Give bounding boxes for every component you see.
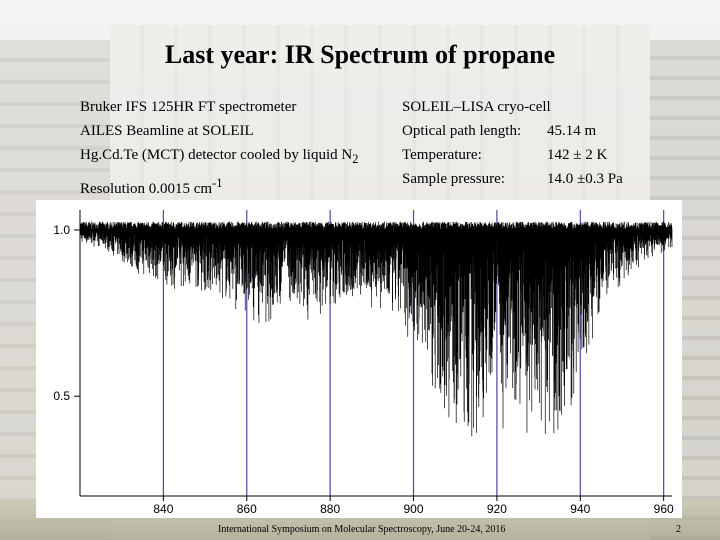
x-tick-label: 880 — [320, 502, 340, 516]
x-tick-label: 960 — [654, 502, 674, 516]
y-tick-label: 0.5 — [53, 389, 70, 403]
x-tick-label: 900 — [404, 502, 424, 516]
subscript: 2 — [352, 152, 359, 166]
footer-text: International Symposium on Molecular Spe… — [218, 524, 506, 535]
info-line: Bruker IFS 125HR FT spectrometer — [80, 99, 297, 115]
spectrum-svg: 1.0 0.5 840 860 880 900 920 940 960 — [53, 210, 674, 516]
background-building — [110, 25, 650, 200]
x-tick-label: 940 — [570, 502, 590, 516]
x-tick-label: 840 — [153, 502, 173, 516]
cell-info: SOLEIL–LISA cryo-cell Optical path lengt… — [402, 95, 623, 191]
cell-heading: SOLEIL–LISA cryo-cell — [402, 99, 551, 115]
page-number: 2 — [676, 524, 681, 535]
slide-title: Last year: IR Spectrum of propane — [164, 40, 556, 69]
instrument-info: Bruker IFS 125HR FT spectrometer AILES B… — [80, 95, 358, 201]
y-tick-label: 1.0 — [53, 223, 70, 237]
cell-row: Temperature: 142 ± 2 K — [402, 147, 608, 163]
spectrum-trace — [79, 221, 673, 437]
cell-row: Sample pressure: 14.0 ±0.3 Pa — [402, 171, 623, 187]
superscript: -1 — [212, 176, 223, 190]
info-line: AILES Beamline at SOLEIL — [80, 123, 254, 139]
cell-row: Optical path length: 45.14 m — [402, 123, 597, 139]
x-tick-label: 920 — [487, 502, 507, 516]
info-line: Resolution 0.0015 cm-1 — [80, 176, 223, 197]
x-tick-label: 860 — [237, 502, 257, 516]
spectrum-chart: 1.0 0.5 840 860 880 900 920 940 960 — [36, 200, 682, 518]
info-line: Hg.Cd.Te (MCT) detector cooled by liquid… — [80, 147, 359, 166]
